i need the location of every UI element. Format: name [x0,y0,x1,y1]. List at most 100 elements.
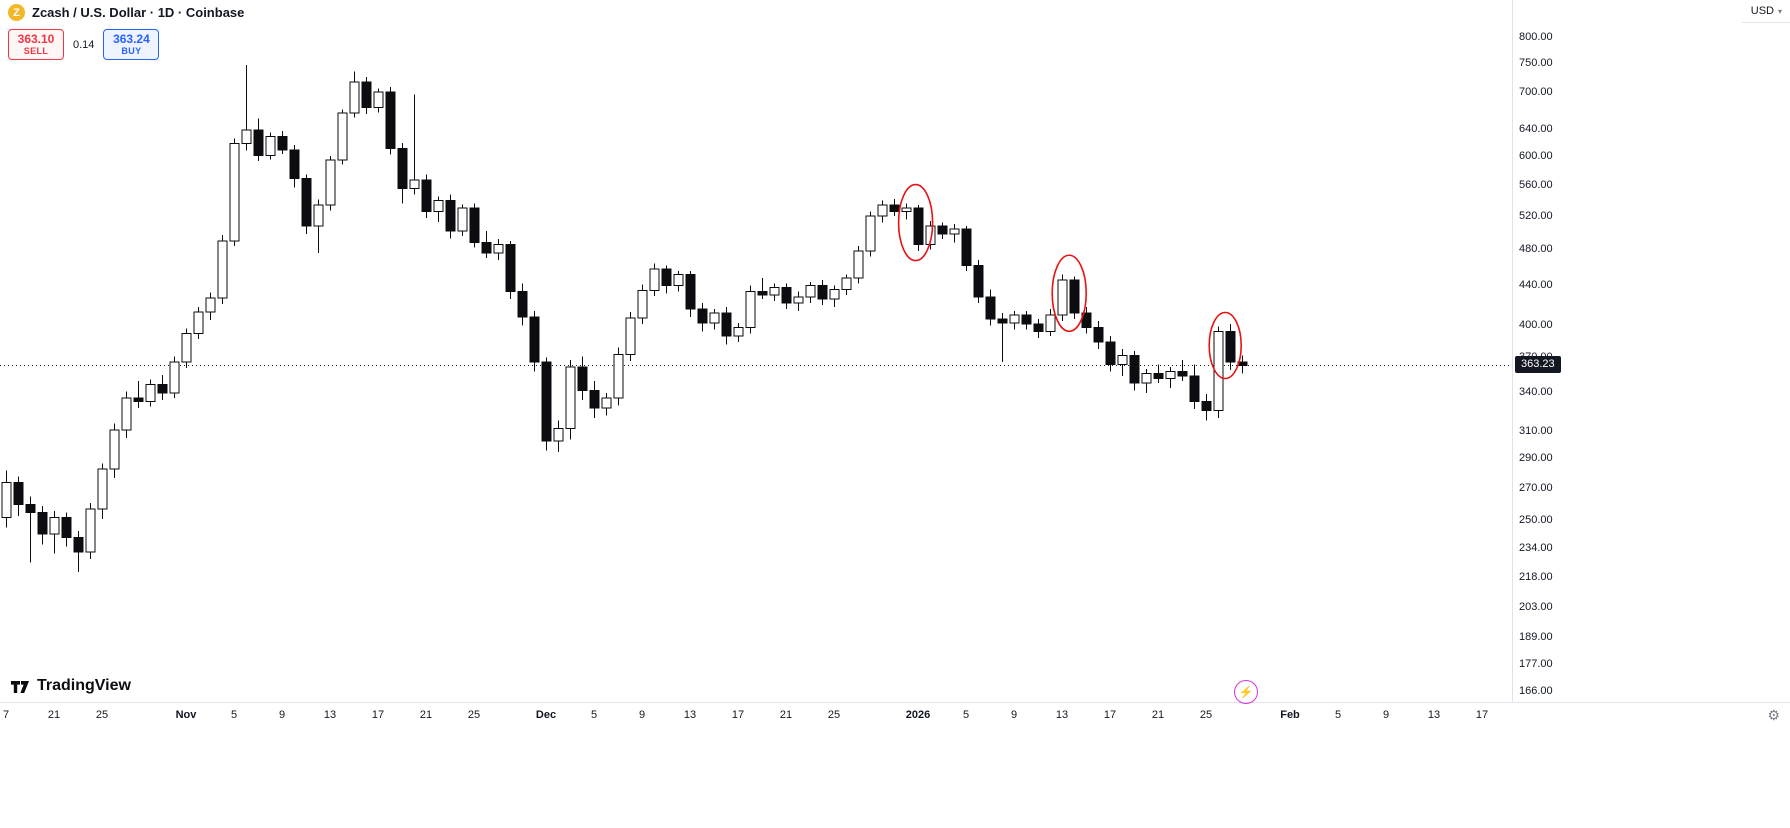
candle-down [937,225,948,235]
candle-down [385,91,396,149]
candle-down [721,312,732,337]
candle-down [469,207,480,244]
candle-up [1,482,12,518]
time-tick-label: 21 [419,709,433,721]
candle-up [337,112,348,161]
time-axis[interactable]: 7 21 25 Nov 5 9 13 17 21 25 Dec 5 9 13 17 21 25 2026 5 9 13 1… [0,702,1790,729]
price-tick-label: 800.00 [1519,30,1553,43]
candle-up [1057,279,1068,316]
currency-label: USD [1750,5,1774,17]
price-tick-label: 440.00 [1519,279,1553,292]
time-tick-label: 17 [1103,709,1117,721]
time-tick-label: Nov [175,709,197,721]
candle-down [1093,326,1104,343]
candle-up [457,207,468,232]
zcash-logo-icon: Z [8,4,25,21]
time-tick-label: Dec [535,709,557,721]
annotation-ellipse [1051,254,1087,333]
candle-down [73,537,84,553]
candle-up [349,81,360,114]
candle-up [805,285,816,298]
candle-up [637,289,648,319]
price-tick-label: 250.00 [1519,514,1553,527]
time-tick-label: Feb [1280,709,1300,721]
boost-lightning-icon[interactable]: ⚡ [1234,680,1258,704]
price-tick-label: 234.00 [1519,541,1553,554]
candle-up [1009,314,1020,324]
time-tick-label: 5 [962,709,970,721]
candle-up [109,429,120,470]
candle-up [325,159,336,206]
currency-selector[interactable]: USD ▾ [1741,0,1790,23]
candle-down [685,273,696,310]
price-tick-label: 290.00 [1519,452,1553,465]
price-tick-label: 750.00 [1519,57,1553,70]
candle-down [253,129,264,156]
candle-up [229,143,240,242]
candle-up [949,228,960,235]
time-tick-label: 5 [1334,709,1342,721]
candle-up [409,179,420,189]
time-tick-label: 21 [779,709,793,721]
candle-down [61,516,72,539]
chart-pane[interactable]: Z Zcash / U.S. Dollar · 1D · Coinbase 36… [0,0,1512,704]
candle-down [13,482,24,505]
annotation-ellipse [1208,311,1242,380]
candlestick-plot[interactable] [0,0,1512,702]
time-tick-label: 2026 [905,709,931,721]
candle-down [1033,323,1044,333]
candle-down [529,316,540,363]
candle-down [997,318,1008,324]
candle-down [541,361,552,442]
time-tick-label: 17 [1475,709,1489,721]
candle-down [889,204,900,212]
candle-up [829,288,840,300]
settings-gear-icon[interactable]: ⚙ [1767,707,1780,723]
candle-up [1045,314,1056,333]
candle-down [289,149,300,180]
candle-up [709,312,720,324]
spread-value: 0.14 [73,38,95,51]
price-tick-label: 310.00 [1519,424,1553,437]
candle-down [961,228,972,266]
candle-down [1177,370,1188,377]
price-axis[interactable]: USD ▾ 800.00 750.00 700.00 640.00 600.00 560.… [1512,0,1790,702]
time-tick-label: 17 [731,709,745,721]
price-tick-label: 520.00 [1519,209,1553,222]
price-tick-label: 600.00 [1519,150,1553,163]
candle-up [193,311,204,335]
chart-title[interactable]: Zcash / U.S. Dollar · 1D · Coinbase [32,5,245,20]
candle-up [1213,331,1224,411]
candle-down [157,383,168,394]
time-tick-label: 25 [467,709,481,721]
candle-down [697,308,708,324]
candle-up [925,225,936,245]
candle-down [397,147,408,189]
candle-down [1153,373,1164,379]
candle-up [493,243,504,254]
candle-down [1189,375,1200,402]
price-tick-label: 270.00 [1519,482,1553,495]
candle-up [745,290,756,328]
candle-down [1201,400,1212,411]
time-tick-label: 9 [278,709,286,721]
buy-button[interactable]: 363.24 BUY [103,29,160,61]
time-tick-label: 21 [47,709,61,721]
candle-up [793,296,804,304]
candle-down [277,135,288,151]
chart-legend: Z Zcash / U.S. Dollar · 1D · Coinbase 36… [8,4,245,61]
candle-down [985,296,996,320]
candle-down [445,199,456,232]
sell-button[interactable]: 363.10 SELL [8,29,64,61]
time-tick-label: 13 [683,709,697,721]
time-tick-label: 7 [2,709,10,721]
time-tick-label: 9 [638,709,646,721]
price-tick-label: 218.00 [1519,571,1553,584]
candle-down [589,389,600,409]
candle-up [649,268,660,291]
candle-up [217,240,228,299]
candle-up [169,361,180,394]
sell-label: SELL [23,46,49,57]
price-tick-label: 700.00 [1519,86,1553,99]
tradingview-logo[interactable]: TradingView [10,676,131,696]
